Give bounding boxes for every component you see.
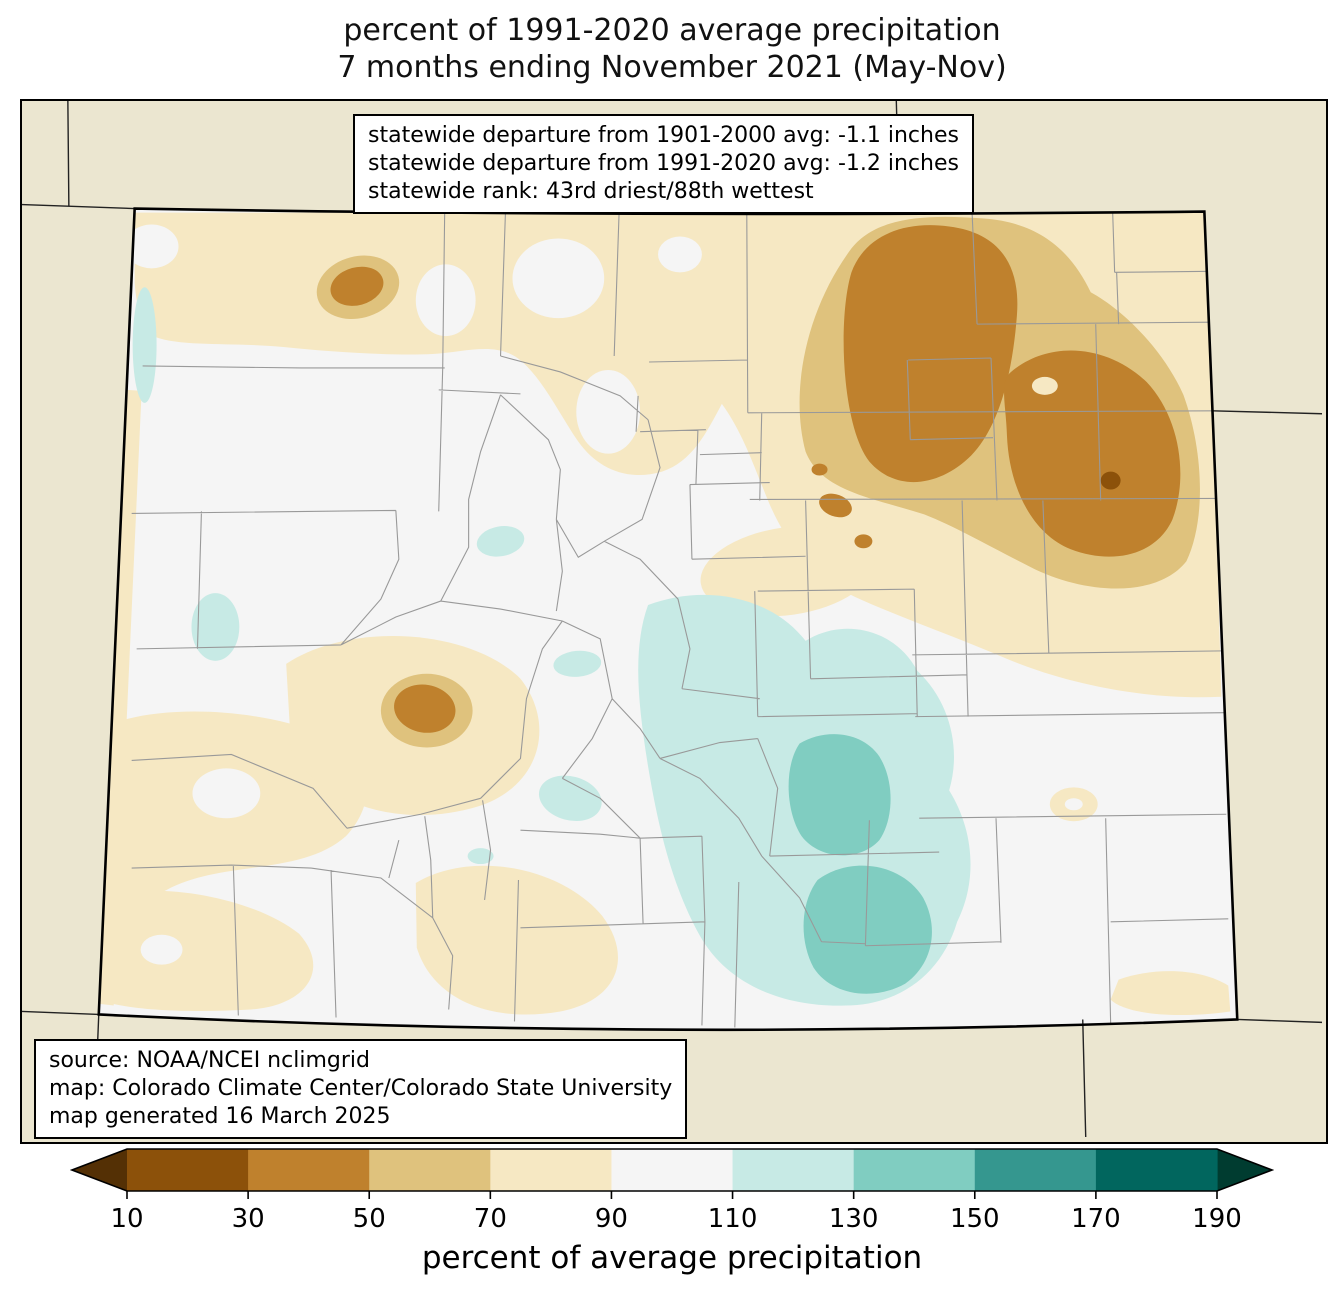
colorbar-segment (248, 1149, 370, 1191)
colorbar-axis-label: percent of average precipitation (421, 1240, 923, 1276)
title-line-2: 7 months ending November 2021 (May-Nov) (337, 50, 1007, 85)
colorbar-tick-label: 90 (595, 1204, 628, 1234)
colorbar-arrow-right (1217, 1149, 1272, 1191)
colorbar-segment (611, 1149, 734, 1191)
statewide-stats-box: statewide departure from 1901-2000 avg: … (353, 114, 974, 214)
colorbar-svg: 10 30 50 70 90 110 130 150 170 190 (69, 1148, 1275, 1234)
stats-line-1: statewide departure from 1901-2000 avg: … (368, 123, 959, 148)
colorbar-tick-label: 190 (1192, 1204, 1242, 1234)
source-credit-box: source: NOAA/NCEI nclimgrid map: Colorad… (34, 1039, 688, 1139)
colorbar-tick-label: 110 (708, 1204, 758, 1234)
source-line-1: source: NOAA/NCEI nclimgrid (49, 1048, 370, 1073)
source-line-3: map generated 16 March 2025 (49, 1104, 391, 1129)
colorbar-segment (732, 1149, 855, 1191)
source-line-2: map: Colorado Climate Center/Colorado St… (49, 1076, 673, 1101)
dry-core-hole (1031, 376, 1058, 395)
colorbar-segment (1095, 1149, 1218, 1191)
colorbar: 10 30 50 70 90 110 130 150 170 190 (69, 1147, 1275, 1237)
colorbar-arrow-left (72, 1149, 127, 1191)
colorbar-segment (974, 1149, 1097, 1191)
colorbar-segment (127, 1149, 249, 1191)
region-10-30-percent (1100, 471, 1121, 490)
map-frame: statewide departure from 1901-2000 avg: … (20, 99, 1328, 1144)
colorbar-segment (853, 1149, 976, 1191)
stats-line-3: statewide rank: 43rd driest/88th wettest (368, 179, 814, 204)
region-130-150-percent (788, 734, 932, 994)
colorbar-tick-label: 150 (950, 1204, 1000, 1234)
colorado-precipitation-map (22, 101, 1322, 1138)
colorbar-tick-label: 170 (1071, 1204, 1121, 1234)
colorbar-tick-label: 30 (232, 1204, 265, 1234)
stats-line-2: statewide departure from 1991-2020 avg: … (368, 151, 959, 176)
colorbar-tick-label: 50 (353, 1204, 386, 1234)
colorbar-tick-label: 70 (474, 1204, 507, 1234)
colorbar-tick-label: 130 (829, 1204, 879, 1234)
region-90-110-holes (124, 224, 1083, 965)
colorbar-tick-label: 10 (110, 1204, 143, 1234)
colorbar-segment (369, 1149, 491, 1191)
title-line-1: percent of 1991-2020 average precipitati… (343, 13, 1001, 48)
colorbar-segment (490, 1149, 613, 1191)
region-30-50-percent (330, 225, 1181, 733)
county-boundaries (131, 210, 1229, 1028)
figure-title: percent of 1991-2020 average precipitati… (0, 12, 1344, 86)
